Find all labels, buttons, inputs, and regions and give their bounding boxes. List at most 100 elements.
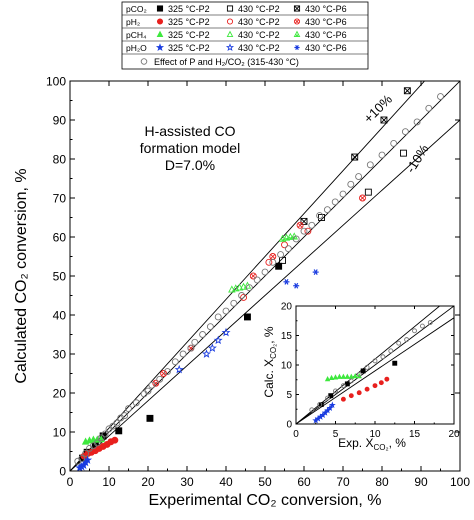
point-s1-1 [348,393,354,399]
point-s12-7 [101,430,109,438]
point-s12-43 [347,180,355,188]
point-s12-19 [164,368,171,375]
y-tick-label-2: 20 [53,386,67,400]
legend-marker-3-0 [155,43,165,51]
point-s12-47 [390,139,398,147]
point-s5-0 [152,379,160,387]
point-s4-8 [372,358,378,364]
point-s5-1 [160,370,168,377]
point-s10-0 [174,364,184,374]
point-s12-44 [355,173,363,181]
y-axis-label: Calculated CO₂ conversion, % [13,168,30,383]
point-s1-3 [400,149,407,157]
x-tick-label-2: 20 [141,475,155,489]
legend-entry-text-2-2: 430 °C-P6 [305,30,347,40]
point-s11-1 [293,282,300,289]
legend-marker-1-0 [156,18,164,25]
point-s1-6 [384,376,390,382]
x-tick-label-9: 90 [414,475,428,489]
point-s12-41 [331,198,339,206]
point-s12-6 [97,434,105,442]
point-s1-5 [378,380,384,386]
point-s4-1 [317,402,323,407]
x-tick-label-10: 100 [450,475,470,489]
axis-ticks: 0 10 20 30 40 50 60 70 80 90 100010203040506070809… [46,74,470,489]
y-tick-label-1: 5 [286,390,292,401]
point-s0-7 [275,262,283,270]
legend-entry-text-2-1: 430 °C-P2 [238,30,280,40]
point-s12-10 [113,419,121,427]
legend-entry-text-0-2: 430 °C-P6 [305,4,347,14]
plus10-label: +10% [361,91,396,126]
point-s11-0 [283,278,290,285]
model-annotation-line-2: D=7.0% [165,157,215,173]
point-s0-4 [392,360,398,366]
point-s12-12 [121,412,129,420]
model-annotation-line-1: formation model [140,140,240,156]
point-s12-11 [117,414,125,422]
y-tick-label-7: 70 [53,191,67,205]
point-s0-6 [243,313,251,321]
legend-marker-1-1 [226,18,234,25]
legend-marker-0-1 [226,5,234,12]
point-s5-5 [296,221,304,229]
point-s4-1 [265,258,273,266]
point-s1-2 [364,188,372,196]
point-s4-9 [380,354,386,360]
inset-y-axis-label: Calc. XCO₂, % [262,326,278,397]
point-s2-5 [344,373,351,379]
y-tick-label-3: 15 [281,331,293,342]
point-s4-11 [396,340,402,346]
legend-entry-text-0-0: 325 °C-P2 [168,4,210,14]
point-s12-46 [378,151,386,159]
point-s12-2 [82,450,90,457]
model-annotation-line-0: H-assisted CO [144,123,235,139]
y-tick-label-6: 60 [53,230,67,244]
point-s12-22 [187,344,195,352]
y-tick-label-1: 10 [53,425,67,439]
point-s1-0 [340,396,346,402]
reference-line-1 [70,81,426,471]
legend-marker-2-1 [226,30,234,38]
point-s12-30 [245,284,253,292]
legend-footer-text: Effect of P and H₂/CO₂ (315-430 °C) [154,57,299,67]
x-tick-label-2: 10 [369,429,381,440]
point-s2-0 [324,375,331,382]
point-s1-0 [279,256,286,264]
inset-x-axis-label-sub: CO₂ [373,443,388,452]
legend-row-label-2: pCH₄ [126,30,147,40]
point-s12-26 [214,313,222,321]
point-s12-36 [292,235,300,243]
point-s12-33 [269,258,277,266]
legend-footer-marker [140,58,148,65]
point-s0-2 [344,381,350,387]
point-s12-31 [253,276,261,284]
point-s4-3 [333,388,338,394]
point-s1-2 [356,390,362,396]
point-s4-6 [356,371,362,377]
point-s4-4 [340,383,346,389]
y-tick-label-9: 90 [53,113,67,127]
y-tick-label-10: 100 [46,74,66,88]
data-points [74,87,444,471]
x-tick-label-4: 40 [219,475,233,489]
x-tick-label-3: 15 [409,429,421,440]
x-tick-label-6: 60 [297,475,311,489]
point-s1-3 [364,386,370,392]
y-tick-label-8: 80 [53,152,67,166]
legend-marker-2-0 [156,30,164,38]
point-s12-42 [339,190,347,198]
inset-x-axis-label-suffix: , % [389,436,407,450]
x-axis-label: Experimental CO₂ conversion, % [149,492,382,509]
legend-frame [121,1,369,70]
point-s12-40 [323,206,331,214]
x-tick-label-4: 20 [448,429,460,440]
point-s2-1 [351,153,359,161]
point-s12-17 [148,381,156,389]
point-s2-4 [340,373,347,379]
point-s10-2 [207,343,217,352]
point-s4-13 [412,328,417,334]
legend-marker-1-2 [293,18,301,25]
point-s5-6 [359,194,366,202]
